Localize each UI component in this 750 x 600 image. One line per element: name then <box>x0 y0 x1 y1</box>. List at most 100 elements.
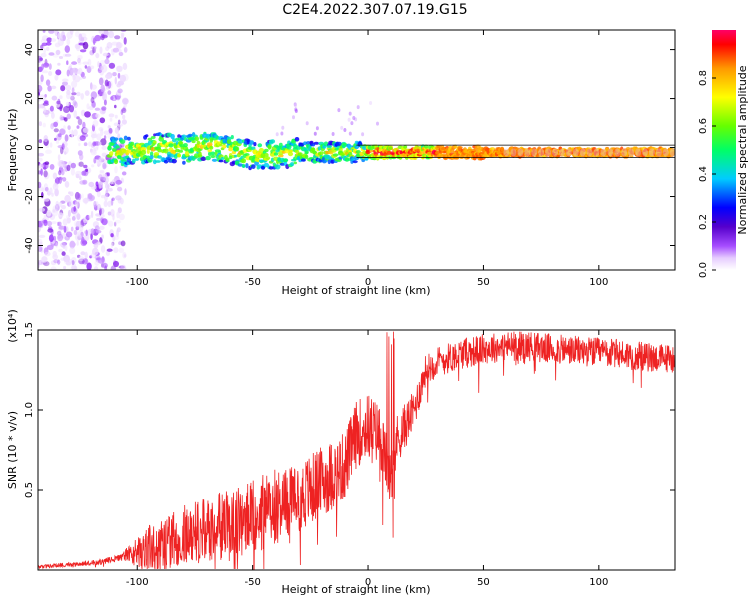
spectrogram-ridge-blob <box>149 155 154 160</box>
spectrogram-noise-blob <box>100 84 105 93</box>
spectrogram-noise-blob <box>38 245 43 252</box>
spectrogram-noise-blob <box>337 108 341 113</box>
spectrogram-noise-blob <box>44 161 50 165</box>
spectrogram-noise-blob <box>100 128 104 137</box>
spectrogram-ridge-blob <box>245 163 249 169</box>
spectrogram-noise-blob <box>62 34 66 42</box>
spectrogram-noise-blob <box>90 46 97 50</box>
spectrogram-ridge-blob <box>263 148 269 153</box>
spectrogram-ridge-blob <box>277 154 284 158</box>
spectrogram-noise-blob <box>66 217 71 224</box>
spectrogram-noise-blob <box>120 32 125 37</box>
spectrogram-noise-blob <box>107 200 112 208</box>
spectrogram-noise-blob <box>43 107 47 113</box>
spectrogram-noise-blob <box>41 63 44 70</box>
spectrogram-noise-blob <box>89 255 93 259</box>
spectrogram-ridge-blob <box>313 141 320 145</box>
spectrogram-noise-blob <box>44 100 49 104</box>
spectrogram-noise-blob <box>116 227 121 233</box>
spectrogram-ridge-blob <box>209 145 214 150</box>
spectrogram-ridge-blob <box>214 151 218 157</box>
spectrogram-noise-blob <box>71 129 74 138</box>
spectrogram-noise-blob <box>103 200 108 207</box>
spectrogram-noise-blob <box>64 244 68 252</box>
spectrogram-noise-blob <box>60 85 66 92</box>
spectrogram-ridge-halo <box>586 148 593 157</box>
spectrogram-ridge-blob <box>290 162 295 167</box>
y-tick-label: 20 <box>24 92 35 105</box>
spectrogram-ridge-blob <box>163 148 169 154</box>
x-tick-label: -100 <box>126 277 149 288</box>
spectrogram-noise-blob <box>89 65 95 70</box>
spectrogram-noise-blob <box>73 101 78 109</box>
spectrogram-noise-blob <box>275 132 279 137</box>
spectrogram-noise-blob <box>99 169 105 173</box>
spectrogram-noise-blob <box>59 115 64 121</box>
spectrogram-noise-blob <box>100 207 105 215</box>
spectrogram-ridge-halo <box>503 148 510 157</box>
spectrogram-noise-blob <box>111 241 115 246</box>
spectrogram-noise-blob <box>80 251 86 256</box>
spectrogram-noise-blob <box>87 193 93 200</box>
spectrogram-noise-blob <box>97 94 100 98</box>
spectrogram-noise-blob <box>58 221 62 227</box>
spectrogram-ridge-blob <box>152 159 157 165</box>
spectrogram-ridge-blob <box>336 141 342 147</box>
spectrogram-noise-blob <box>104 265 108 270</box>
spectrogram-noise-blob <box>376 121 379 126</box>
spectrogram-noise-blob <box>99 46 103 54</box>
spectrogram-noise-blob <box>96 217 101 221</box>
spectrogram-noise-blob <box>57 154 61 161</box>
spectrogram-ridge-blob <box>304 154 309 160</box>
spectrogram-noise-blob <box>49 187 53 195</box>
spectrogram-ridge-blob <box>326 145 333 149</box>
spectrogram-noise-blob <box>103 135 107 140</box>
spectrogram-noise-blob <box>43 171 50 180</box>
spectrogram-ridge-halo <box>558 148 565 157</box>
spectrogram-noise-blob <box>47 228 54 233</box>
spectrogram-ridge-blob <box>222 144 227 149</box>
spectrogram-noise-blob <box>69 105 75 113</box>
spectrogram-ridge-blob <box>126 157 132 163</box>
spectrogram-ridge-blob <box>230 135 234 140</box>
spectrogram-noise-blob <box>71 61 78 65</box>
spectrogram-ridge-blob <box>178 149 184 153</box>
spectrogram-noise-blob <box>57 259 61 265</box>
spectrogram-noise-blob <box>84 111 91 118</box>
spectrogram-noise-blob <box>106 81 110 87</box>
spectrogram-noise-blob <box>118 213 125 221</box>
spectrogram-noise-blob <box>55 200 59 208</box>
colorbar-tick-label: 0.2 <box>698 214 709 230</box>
spectrogram-noise-blob <box>76 125 80 129</box>
spectrogram-noise-blob <box>103 130 110 136</box>
spectrogram-noise-blob <box>114 104 117 109</box>
spectrogram-noise-blob <box>40 74 44 82</box>
spectrogram-noise-blob <box>59 128 66 135</box>
spectrogram-noise-blob <box>104 58 110 65</box>
x-tick-label: -50 <box>244 577 260 588</box>
spectrogram-noise-blob <box>65 261 72 266</box>
spectrogram-noise-blob <box>86 66 92 73</box>
spectrogram-ridge-blob <box>163 159 169 164</box>
spectrogram-noise-blob <box>66 31 73 39</box>
spectrogram-ridge-halo <box>538 148 545 157</box>
spectrogram-noise-blob <box>98 77 104 86</box>
spectrogram-noise-blob <box>106 172 111 177</box>
spectrogram-noise-blob <box>51 192 54 197</box>
spectrogram-noise-blob <box>51 112 55 119</box>
x-tick-label: 100 <box>589 277 608 288</box>
spectrogram-noise-blob <box>66 164 71 172</box>
spectrogram-ridge-blob <box>301 158 306 162</box>
x-tick-label: 50 <box>477 277 490 288</box>
spectrogram-noise-blob <box>51 208 59 217</box>
spectrogram-ridge-blob <box>183 143 188 148</box>
spectrogram-noise-blob <box>38 104 43 109</box>
spectrogram-ridge-blob <box>288 149 293 153</box>
spectrogram-noise-blob <box>82 41 89 50</box>
spectrogram-noise-blob <box>90 84 97 90</box>
spectrogram-noise-blob <box>121 119 127 125</box>
spectrogram-ridge-blob <box>207 149 212 153</box>
spectrogram-ridge-blob <box>149 151 154 157</box>
spectrogram-noise-blob <box>102 162 107 170</box>
spectrogram-noise-blob <box>49 164 55 170</box>
